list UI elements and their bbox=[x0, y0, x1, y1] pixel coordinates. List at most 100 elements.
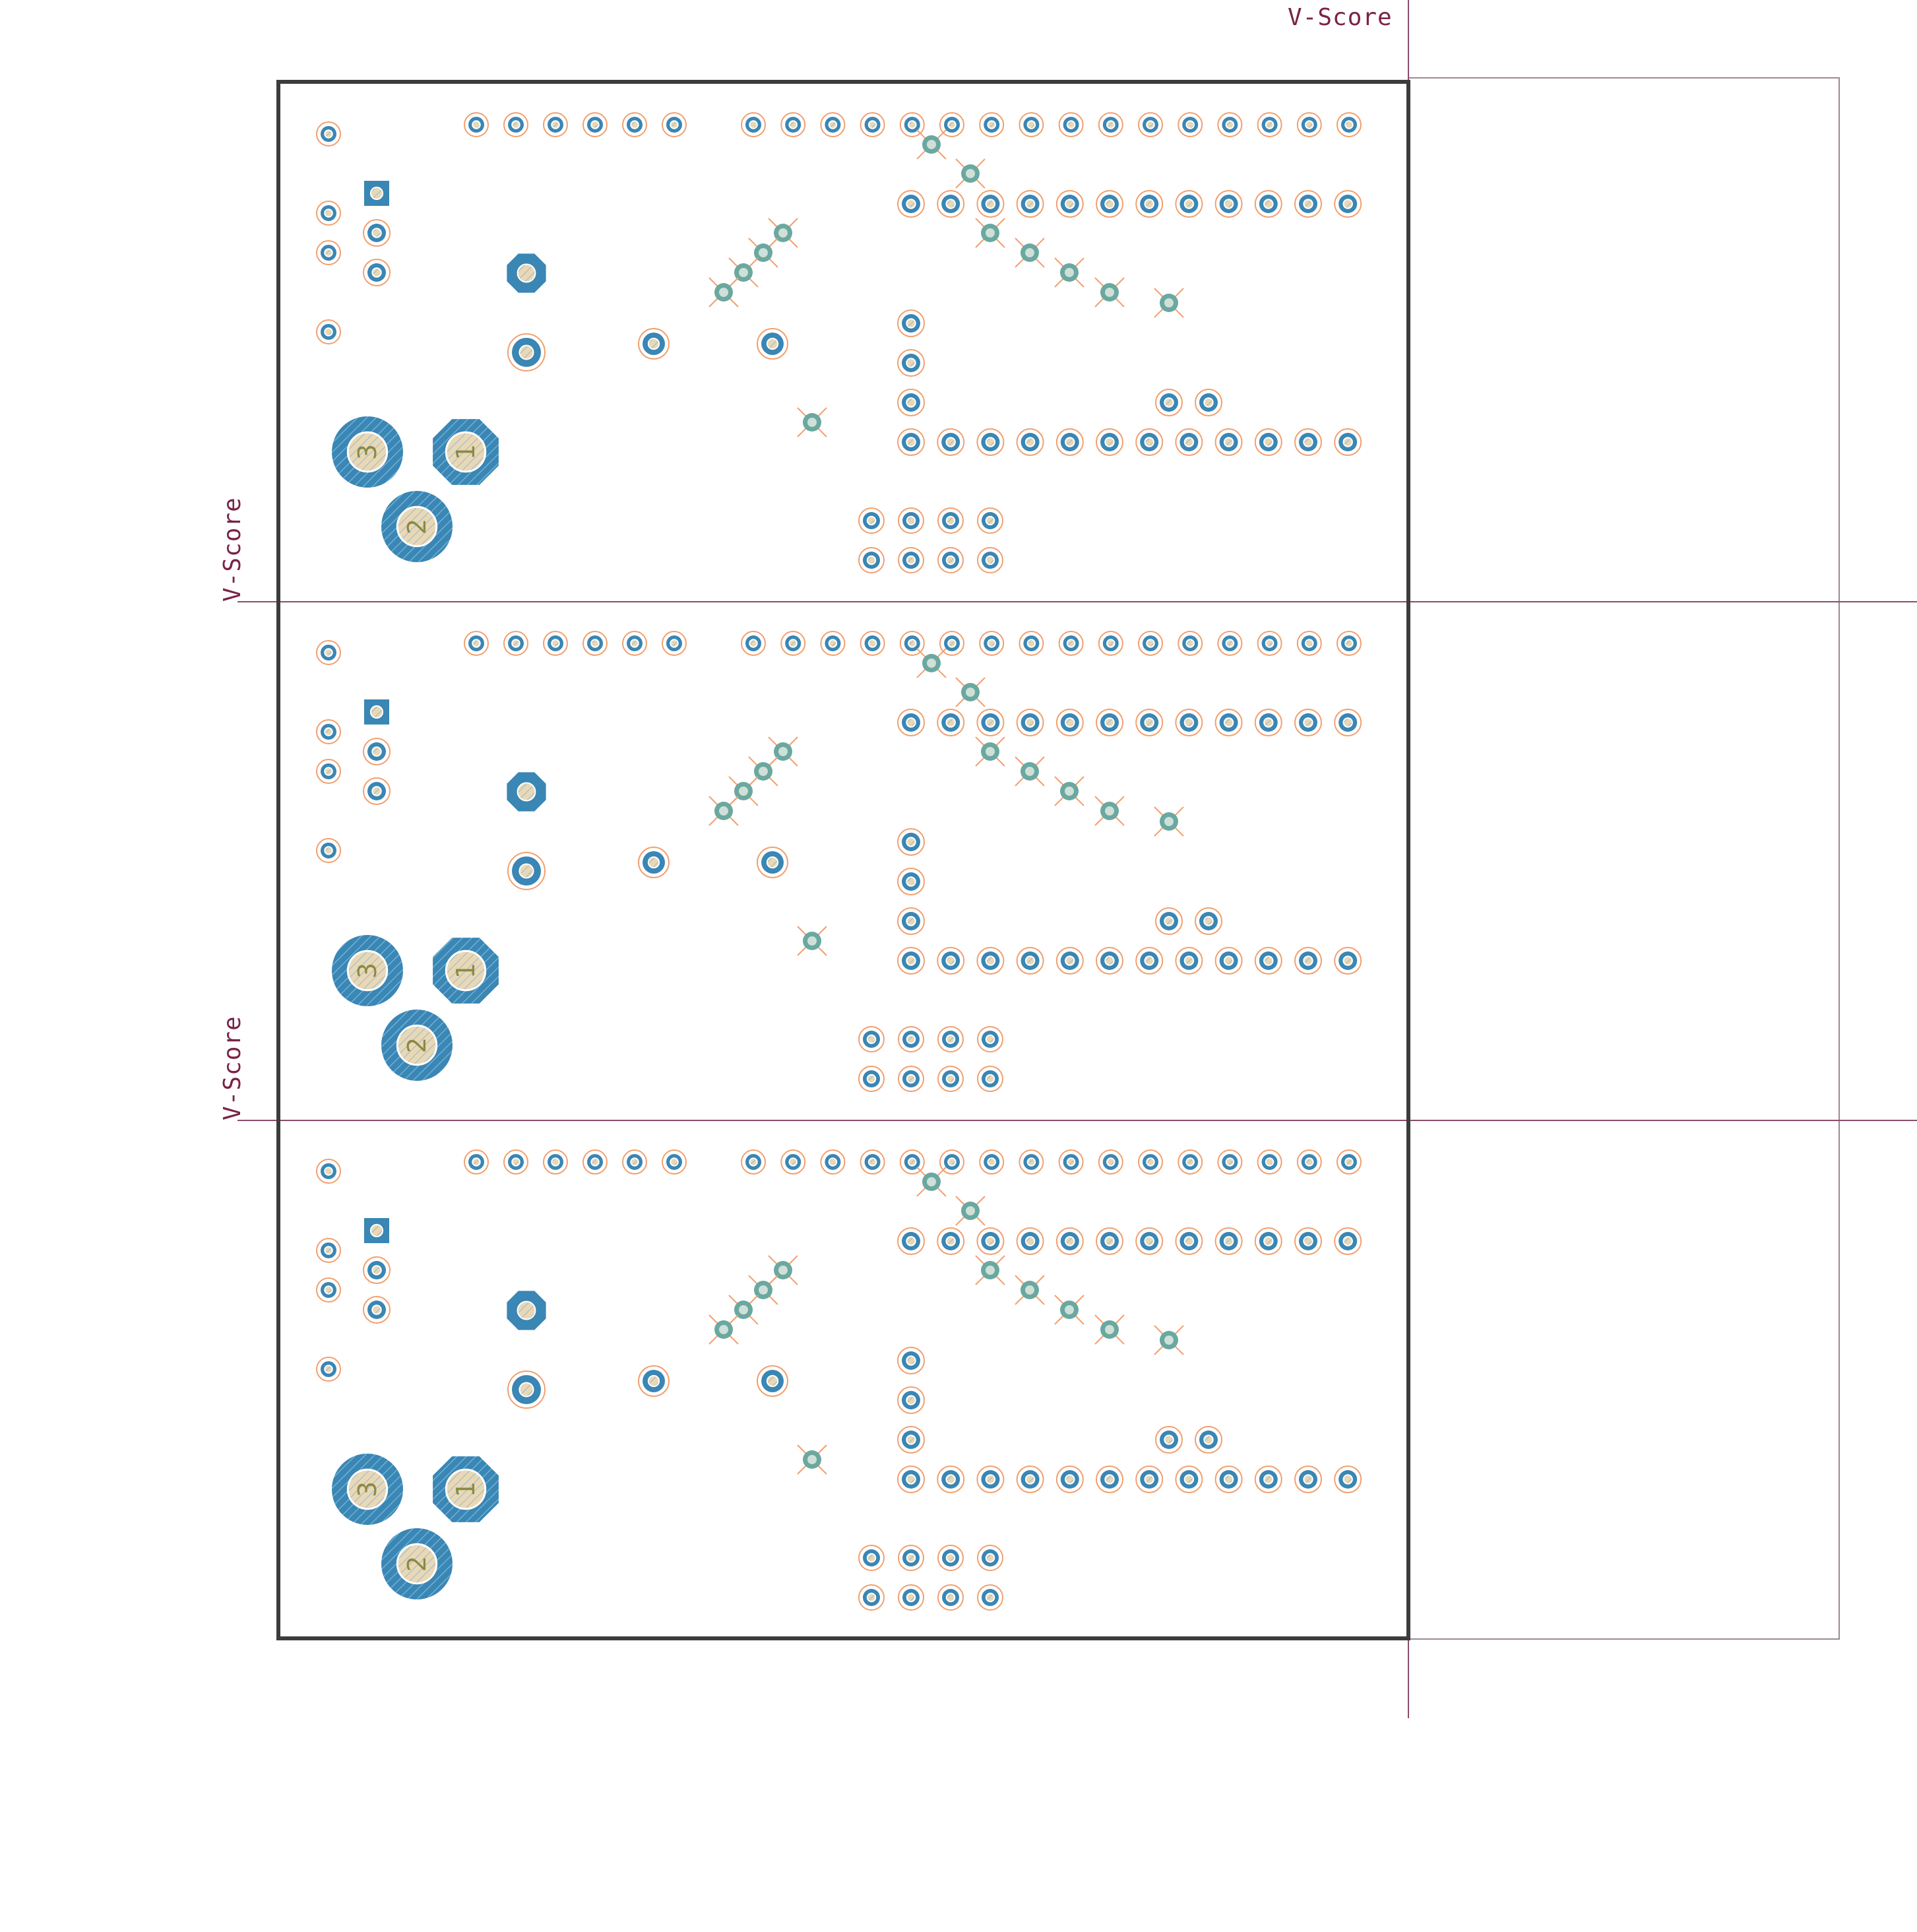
header-pad-drill bbox=[987, 1157, 996, 1167]
ic-pad-ring bbox=[976, 428, 1005, 456]
ic-pad-drill bbox=[985, 1474, 996, 1485]
header-pad-ring bbox=[543, 112, 568, 137]
header-pad-ring bbox=[741, 112, 766, 137]
header-pad-drill bbox=[1146, 1157, 1155, 1167]
power-pad-3-drill bbox=[346, 950, 389, 992]
ic-pad-drill bbox=[1024, 199, 1036, 209]
ic-pad-ring bbox=[897, 309, 925, 337]
header-pad-ring bbox=[820, 631, 846, 656]
ic-pad-drill bbox=[1303, 955, 1313, 966]
ic-pad-drill bbox=[1065, 199, 1075, 209]
block-pad-drill bbox=[866, 555, 877, 565]
ic-pad-drill bbox=[1342, 437, 1353, 447]
block-pad-drill bbox=[985, 1553, 995, 1563]
ic-pad-ring bbox=[937, 947, 965, 975]
ic-pad-drill bbox=[985, 1236, 996, 1246]
ic-pad-ring bbox=[1096, 190, 1123, 218]
via-drill bbox=[927, 659, 936, 668]
header-pad-drill bbox=[987, 639, 996, 648]
header-pad-ring bbox=[622, 631, 647, 656]
ic-pad-ring bbox=[1175, 428, 1203, 456]
header-pad-drill bbox=[828, 1157, 838, 1167]
ic-pad-ring bbox=[1016, 1465, 1044, 1493]
header-pad-2-drill bbox=[371, 1265, 382, 1275]
header-square-pad-drill bbox=[369, 705, 384, 719]
ic-pad-ring bbox=[1135, 190, 1164, 218]
ic-pad-drill bbox=[906, 437, 916, 447]
block-pad-ring bbox=[977, 1026, 1003, 1052]
mount-pad-ring bbox=[316, 759, 341, 784]
via-drill bbox=[807, 418, 817, 427]
ic-pad-drill bbox=[906, 916, 916, 926]
via-drill bbox=[719, 288, 728, 297]
ic-pad-ring bbox=[1254, 947, 1282, 975]
header-pad-drill bbox=[630, 120, 639, 129]
ic-pad-ring bbox=[1055, 1465, 1084, 1493]
header-pad-drill bbox=[670, 120, 679, 129]
via-drill bbox=[966, 169, 975, 178]
block-pad-ring bbox=[977, 1545, 1003, 1571]
ic-pad-drill bbox=[1303, 1236, 1313, 1246]
header-pad-drill bbox=[749, 120, 758, 129]
header-pad-ring bbox=[1296, 631, 1322, 656]
header-pad-ring bbox=[899, 112, 925, 137]
ic-pad-drill bbox=[1263, 1474, 1274, 1485]
block-pad-drill bbox=[906, 1074, 916, 1084]
header-pad-drill bbox=[1146, 639, 1155, 648]
round-pad-drill bbox=[519, 344, 534, 360]
ic-pad-drill bbox=[906, 717, 916, 728]
via-drill bbox=[739, 268, 748, 277]
ic-pad-ring bbox=[1334, 709, 1362, 736]
header-pad-ring bbox=[1257, 631, 1282, 656]
mount-pad-drill bbox=[324, 327, 333, 337]
ic-pad-drill bbox=[906, 1395, 916, 1405]
ic-pad-ring bbox=[1195, 389, 1222, 416]
ic-pad-drill bbox=[1104, 437, 1115, 447]
via-drill bbox=[986, 747, 995, 756]
header-pad-ring bbox=[1058, 631, 1084, 656]
oct-pad-drill bbox=[517, 1301, 536, 1320]
board-copies: 3 1 2 3 1 2 3 1 2 bbox=[316, 112, 1362, 1611]
header-pad-ring bbox=[1098, 1149, 1123, 1175]
ic-pad-ring bbox=[1294, 947, 1322, 975]
power-pad-1-number: 1 bbox=[451, 1481, 480, 1497]
ic-pad-ring bbox=[1135, 709, 1164, 736]
ic-pad-ring bbox=[937, 1227, 965, 1255]
header-pad-ring bbox=[1296, 112, 1322, 137]
round-pad-ring bbox=[638, 847, 670, 878]
header-pad-2-drill bbox=[371, 746, 382, 757]
ic-pad-ring bbox=[1214, 428, 1243, 456]
power-pad-3-number: 3 bbox=[353, 444, 382, 460]
via-drill bbox=[927, 140, 936, 149]
block-pad-ring bbox=[858, 507, 885, 534]
block-pad-drill bbox=[906, 1592, 916, 1603]
header-pad-ring bbox=[899, 1149, 925, 1175]
power-pad-3-number: 3 bbox=[353, 963, 382, 979]
ic-pad-ring bbox=[897, 947, 925, 975]
via-drill bbox=[1025, 1285, 1034, 1295]
ic-pad-drill bbox=[945, 717, 956, 728]
ic-pad-drill bbox=[1342, 955, 1353, 966]
power-pad-3-number: 3 bbox=[353, 1481, 382, 1497]
ic-pad-ring bbox=[1294, 428, 1322, 456]
ic-pad-drill bbox=[985, 437, 996, 447]
header-pad-drill bbox=[670, 639, 679, 648]
via-drill bbox=[807, 1455, 817, 1464]
ic-pad-ring bbox=[897, 868, 925, 895]
header-pad-ring bbox=[820, 112, 846, 137]
header-pad-ring bbox=[1217, 112, 1243, 137]
block-pad-drill bbox=[985, 555, 995, 565]
ic-pad-ring bbox=[1175, 709, 1203, 736]
ic-pad-drill bbox=[1065, 1474, 1075, 1485]
via-drill bbox=[1105, 806, 1114, 816]
round-pad-ring bbox=[638, 328, 670, 360]
header-pad-drill bbox=[1305, 639, 1314, 648]
ic-pad-drill bbox=[1342, 1236, 1353, 1246]
header-pad-ring bbox=[780, 631, 806, 656]
block-pad-drill bbox=[945, 1553, 956, 1563]
header-pad-drill bbox=[908, 1157, 917, 1167]
ic-pad-ring bbox=[1294, 709, 1322, 736]
header-pad-drill bbox=[1066, 120, 1076, 129]
header-pad-ring bbox=[1336, 112, 1362, 137]
